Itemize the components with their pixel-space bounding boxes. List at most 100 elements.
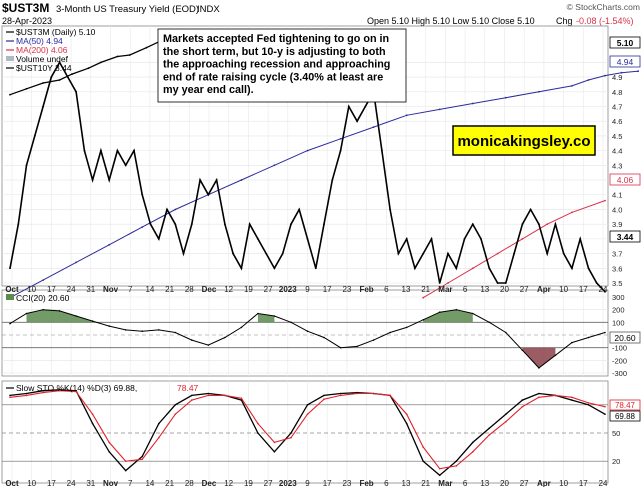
point-k-14 — [174, 404, 177, 406]
header-date: 28-Apr-2023 — [2, 16, 52, 26]
point-cci — [306, 330, 309, 333]
point-d-3 — [306, 413, 309, 416]
brand-box — [452, 125, 596, 156]
point-ma-50 — [587, 79, 590, 81]
point-ust10y — [149, 223, 152, 226]
point-cci — [25, 312, 28, 315]
date-tick-label: 9 — [305, 285, 310, 294]
point-ust10y — [471, 223, 474, 226]
point-cci — [389, 331, 391, 334]
point-ust10y — [447, 252, 449, 255]
point-ust10y — [141, 193, 144, 196]
point-d-3 — [257, 422, 259, 425]
date-tick-label: Feb — [359, 285, 373, 294]
point-ust10y — [50, 76, 53, 78]
price-tick-label: 4.9 — [612, 73, 622, 82]
point-cci — [422, 319, 425, 321]
point-cci — [472, 312, 474, 315]
point-ust10y — [224, 223, 226, 226]
point-ma-200 — [422, 296, 425, 299]
annotation-line: end of rate raising cycle (3.40% at leas… — [163, 71, 383, 83]
point-ust3m-daily — [25, 87, 28, 90]
point-d-3 — [372, 392, 375, 395]
date-tick-label-bottom: 20 — [500, 479, 509, 487]
point-cci — [207, 344, 210, 346]
point-ust10y — [257, 238, 259, 240]
point-ma-200 — [496, 252, 499, 255]
date-tick-label-bottom: 2023 — [279, 479, 297, 487]
date-tick-label-bottom: 9 — [305, 479, 310, 487]
sto-k-value-label: 69.88 — [615, 412, 636, 421]
point-cci — [91, 320, 94, 322]
date-tick-label-bottom: 13 — [480, 479, 489, 487]
cci-negative-fill — [522, 347, 556, 368]
sto-k-value-box — [609, 410, 641, 422]
point-ust10y — [480, 238, 482, 240]
point-cci — [505, 331, 507, 334]
point-d-3 — [488, 434, 491, 436]
point-cci — [372, 339, 375, 341]
point-ust10y — [595, 282, 598, 284]
date-tick-label-bottom: 14 — [145, 479, 154, 487]
point-cci — [554, 354, 557, 357]
point-k-14 — [488, 427, 491, 430]
point-k-14 — [587, 404, 590, 406]
brand-label: monicakingsley.co — [457, 133, 590, 150]
point-ust10y — [496, 282, 499, 284]
point-ma-200 — [521, 238, 524, 240]
point-ust10y — [248, 223, 251, 226]
point-ma-50 — [273, 164, 276, 167]
date-tick-label: 2023 — [279, 285, 297, 294]
date-tick-label-bottom: 17 — [579, 479, 588, 487]
date-tick-label-bottom: 31 — [86, 479, 95, 487]
date-tick-label-bottom: 19 — [244, 479, 253, 487]
point-cci — [124, 329, 127, 331]
series-layer — [9, 30, 639, 477]
annotation-line: the approaching recession and approachin… — [163, 59, 390, 71]
point-k-14 — [455, 460, 458, 463]
point-ma-50 — [339, 137, 342, 140]
date-tick-label-bottom: 27 — [264, 479, 273, 487]
price-tick-label: 4.1 — [612, 191, 622, 200]
point-ust10y — [381, 149, 383, 152]
point-ust10y — [546, 252, 549, 255]
point-ma-50 — [306, 149, 309, 152]
main-value-label: 5.10 — [617, 38, 634, 48]
point-ust10y — [298, 208, 301, 211]
date-tick-label: 31 — [86, 285, 95, 294]
price-tick-label: 4.5 — [612, 132, 622, 141]
date-tick-label: 6 — [384, 285, 389, 294]
point-ust10y — [58, 61, 61, 64]
point-ust10y — [331, 179, 334, 181]
point-ust10y — [25, 164, 28, 167]
price-tick-label: 4.6 — [612, 117, 622, 126]
date-tick-label-bottom: Nov — [103, 479, 119, 487]
date-tick-label-bottom: 21 — [165, 479, 174, 487]
point-ma-50 — [372, 126, 375, 128]
point-k-14 — [538, 392, 540, 395]
point-d-3 — [554, 394, 557, 397]
cci-legend: CCI(20) 20.60 — [16, 293, 70, 303]
point-d-3 — [389, 394, 391, 397]
annotation-line: the short term, but 10-y is adjusting to… — [163, 46, 386, 58]
point-ust10y — [83, 149, 86, 152]
point-k-14 — [290, 432, 292, 434]
point-k-14 — [124, 469, 127, 472]
point-ust10y — [504, 282, 507, 284]
annotation-line: my year end call). — [163, 84, 254, 96]
point-d-3 — [422, 446, 425, 448]
date-tick-label-bottom: 24 — [67, 479, 76, 487]
point-cci — [290, 321, 292, 324]
annotation-text: Markets accepted Fed tightening to go on… — [163, 33, 390, 96]
tick-labels: 3.53.63.73.83.94.04.14.24.34.44.54.64.74… — [5, 58, 627, 487]
point-ust10y — [207, 193, 210, 196]
series-ma-200 — [422, 200, 606, 299]
point-d-3 — [174, 413, 177, 416]
point-ust10y — [281, 252, 284, 255]
date-tick-label: 13 — [402, 285, 411, 294]
point-ust10y — [174, 223, 177, 226]
point-ust10y — [587, 267, 590, 270]
point-k-14 — [158, 422, 160, 425]
date-tick-label-bottom: 7 — [128, 479, 133, 487]
legend-ust10y: $UST10Y 3.44 — [16, 63, 72, 73]
